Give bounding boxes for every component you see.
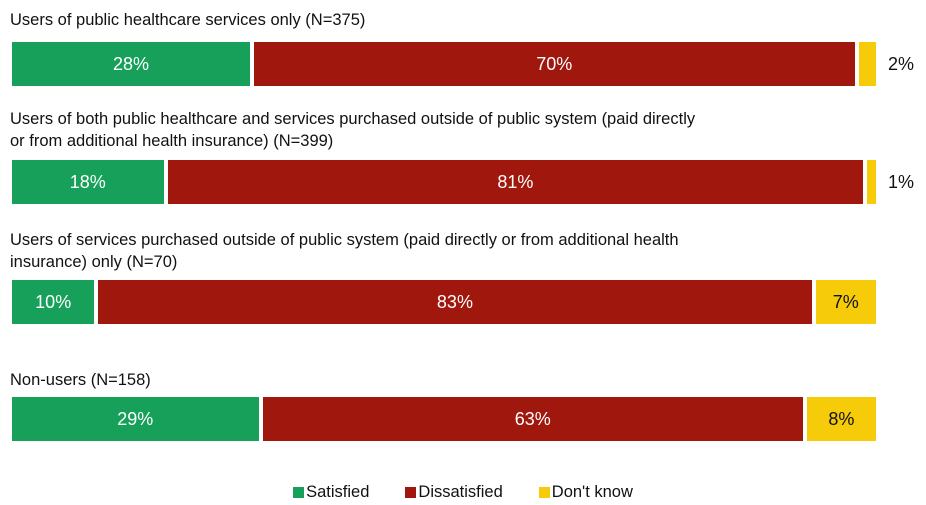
bar-segment-dont-know [858, 42, 876, 86]
legend-item-dont-know: Don't know [538, 483, 633, 502]
data-label: 8% [828, 408, 855, 429]
legend-item-dissatisfied: Dissatisfied [405, 483, 503, 502]
legend-swatch-satisfied [293, 487, 305, 498]
bar-segment-dissatisfied: 81% [167, 160, 864, 204]
bar-segment-satisfied: 28% [12, 42, 250, 86]
bar-segment-dissatisfied: 63% [262, 397, 803, 441]
data-label: 70% [536, 53, 573, 74]
bar-segment-dont-know: 7% [815, 280, 876, 324]
legend-label-satisfied: Satisfied [306, 483, 370, 501]
bar-row: 10% 83% 7% [12, 280, 876, 324]
legend-label-dissatisfied: Dissatisfied [418, 483, 503, 501]
data-label: 2% [888, 54, 915, 74]
bar-segment-satisfied: 10% [12, 280, 95, 324]
category-label: Users of public healthcare services only… [10, 11, 366, 29]
data-label: 10% [35, 291, 72, 312]
legend-swatch-dont-know [538, 487, 550, 498]
data-label: 7% [832, 291, 859, 312]
chart-legend: Satisfied Dissatisfied Don't know [0, 483, 926, 502]
bar-segment-dont-know [867, 160, 876, 204]
data-label: 83% [436, 291, 473, 312]
data-label: 1% [888, 172, 915, 192]
data-label: 63% [514, 408, 551, 429]
legend-swatch-dissatisfied [405, 487, 417, 498]
bar-segment-dont-know: 8% [806, 397, 876, 441]
category-label: Non-users (N=158) [10, 371, 151, 389]
bar-segment-satisfied: 29% [12, 397, 259, 441]
bar-segment-dissatisfied: 70% [253, 42, 855, 86]
bar-row: 29% 63% 8% [12, 397, 876, 441]
bar-row: 18% 81% [12, 160, 876, 204]
category-label: Users of services purchased outside of p… [10, 231, 679, 271]
data-label: 18% [69, 171, 106, 192]
data-label: 28% [112, 53, 149, 74]
legend-item-satisfied: Satisfied [293, 483, 369, 502]
bar-segment-dissatisfied: 83% [98, 280, 812, 324]
legend-label-dont-know: Don't know [551, 483, 633, 501]
bar-row: 28% 70% [12, 42, 876, 86]
data-label: 29% [117, 408, 154, 429]
category-label: Users of both public healthcare and serv… [10, 110, 696, 150]
bar-segment-satisfied: 18% [12, 160, 164, 204]
data-label: 81% [497, 171, 534, 192]
